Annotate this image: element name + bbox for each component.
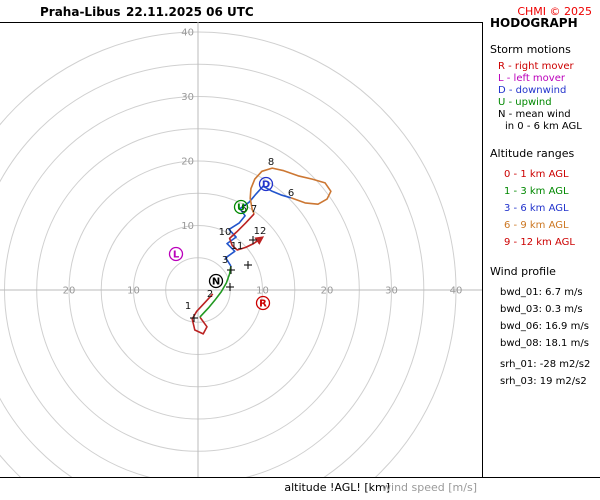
trace-9-12-km-AGL [228, 213, 265, 251]
axis-tick-labels: 10 20 10 20 30 40 10 20 30 40 [63, 28, 463, 297]
bwd-06-value: bwd_06: 16.9 m/s [500, 321, 589, 332]
svg-text:12: 12 [254, 226, 267, 237]
range-1-3km: 1 - 3 km AGL [504, 186, 569, 197]
altitude-ranges-heading: Altitude ranges [490, 147, 575, 160]
srh-01-value: srh_01: -28 m2/s2 [500, 359, 591, 370]
sidebar-title: HODOGRAPH [490, 16, 578, 30]
sidebar: HODOGRAPH Storm motions R - right mover … [483, 0, 600, 500]
bwd-01-value: bwd_01: 6.7 m/s [500, 287, 583, 298]
srh-03-value: srh_03: 19 m2/s2 [500, 376, 587, 387]
legend-mean-wind: N - mean wind [498, 109, 571, 120]
svg-text:20: 20 [181, 157, 194, 168]
legend-upwind: U - upwind [498, 97, 552, 108]
svg-text:8: 8 [268, 157, 274, 168]
wind-profile-heading: Wind profile [490, 265, 556, 278]
storm-marker-U [233, 199, 249, 215]
svg-text:20: 20 [321, 286, 334, 297]
top-rule [0, 22, 483, 23]
range-3-6km: 3 - 6 km AGL [504, 203, 569, 214]
svg-text:U: U [237, 203, 245, 214]
range-6-9km: 6 - 9 km AGL [504, 220, 569, 231]
svg-text:3: 3 [222, 255, 228, 266]
axes [0, 22, 482, 477]
svg-text:30: 30 [181, 92, 194, 103]
storm-motions-note: in 0 - 6 km AGL [505, 121, 582, 132]
svg-text:L: L [173, 250, 180, 261]
legend-downwind: D - downwind [498, 85, 567, 96]
altitude-axis-caption: altitude !AGL! [km] [284, 481, 390, 494]
storm-marker-D [258, 176, 274, 192]
bwd-03-value: bwd_03: 0.3 m/s [500, 304, 583, 315]
storm-marker-L [168, 246, 184, 262]
observation-datetime: 22.11.2025 06 UTC [126, 5, 254, 19]
station-name: Praha-Libus [40, 5, 121, 19]
sidebar-divider [482, 22, 483, 477]
legend-left-mover: L - left mover [498, 73, 565, 84]
level-tick-marks [190, 236, 257, 322]
svg-text:10: 10 [256, 286, 269, 297]
svg-text:1: 1 [185, 301, 191, 312]
range-9-12km: 9 - 12 km AGL [504, 237, 575, 248]
svg-text:11: 11 [231, 241, 244, 252]
svg-text:10: 10 [181, 221, 194, 232]
svg-text:30: 30 [385, 286, 398, 297]
storm-marker-R [255, 295, 271, 311]
bottom-rule [0, 477, 600, 478]
storm-motions-heading: Storm motions [490, 43, 571, 56]
svg-text:2: 2 [207, 289, 213, 300]
svg-text:7: 7 [251, 204, 257, 215]
wind-speed-axis-caption: wind speed [m/s] [382, 481, 477, 494]
storm-motion-markers: R L D U N [168, 176, 274, 311]
trace-0-1-km-AGL [191, 293, 214, 335]
svg-text:6: 6 [288, 188, 294, 199]
trace-6-9-km-AGL [249, 167, 332, 215]
svg-text:10: 10 [219, 227, 232, 238]
range-0-1km: 0 - 1 km AGL [504, 169, 569, 180]
svg-text:20: 20 [63, 286, 76, 297]
bwd-08-value: bwd_08: 18.1 m/s [500, 338, 589, 349]
copyright: CHMI © 2025 [517, 5, 592, 18]
svg-text:D: D [262, 180, 270, 191]
legend-right-mover: R - right mover [498, 61, 574, 72]
svg-text:40: 40 [181, 28, 194, 39]
svg-text:40: 40 [450, 286, 463, 297]
svg-text:N: N [212, 277, 220, 288]
svg-text:5: 5 [241, 204, 247, 215]
trace-1-3-km-AGL [199, 265, 232, 318]
storm-marker-N [208, 273, 224, 289]
svg-text:10: 10 [127, 286, 140, 297]
svg-text:R: R [259, 299, 267, 310]
